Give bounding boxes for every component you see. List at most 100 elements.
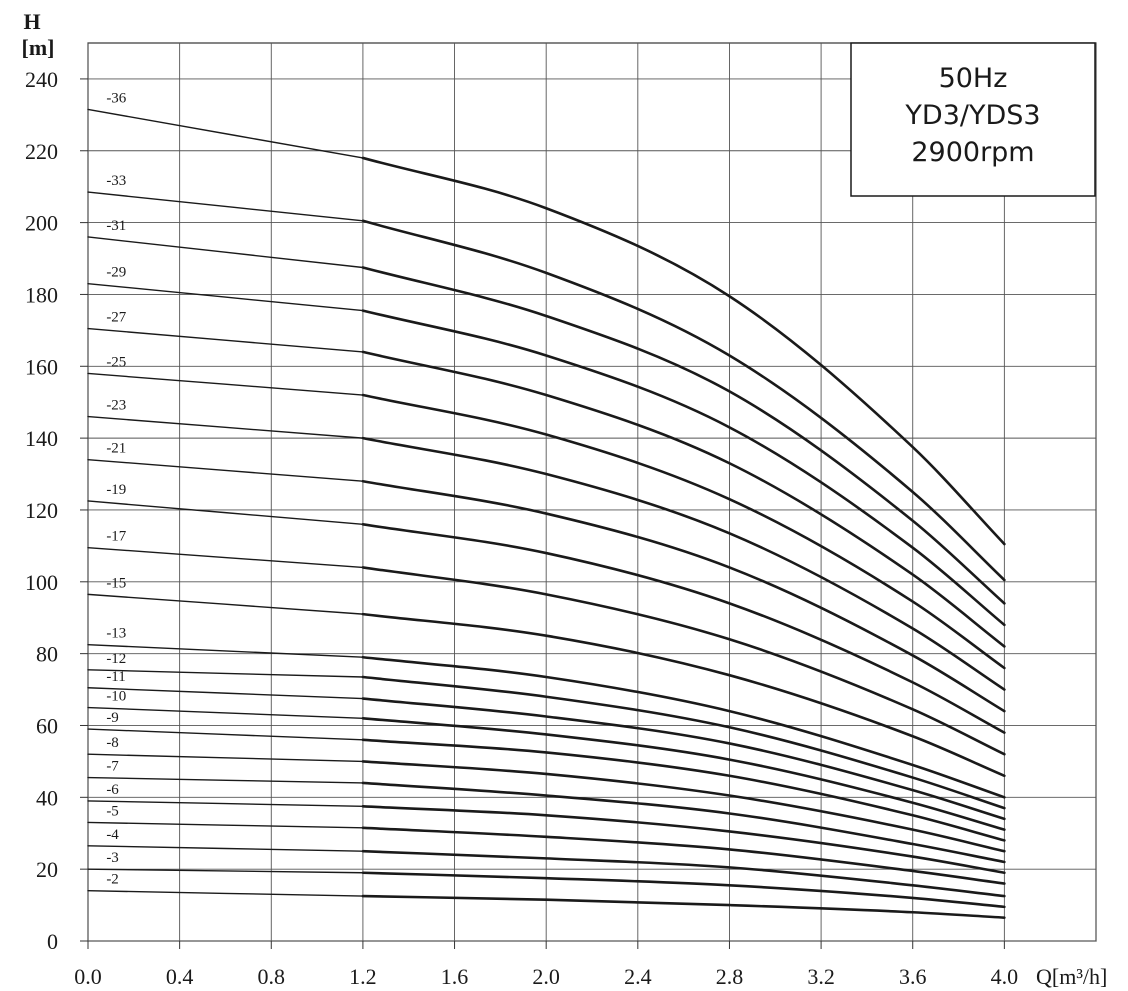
curve-label: -3 xyxy=(106,850,119,866)
x-tick-label: 0.0 xyxy=(74,964,102,989)
curve-label: -33 xyxy=(106,173,126,189)
y-tick-label: 20 xyxy=(36,857,58,882)
curve-line-stage-6 xyxy=(87,800,364,807)
x-tick-label: 1.2 xyxy=(349,964,377,989)
curve-line-stage-2 xyxy=(87,890,364,897)
curve-label: -6 xyxy=(106,782,119,798)
curve-label: -17 xyxy=(106,529,126,545)
curve-label: -2 xyxy=(106,872,119,888)
curve-line-stage-25 xyxy=(87,372,364,396)
curve-line-stage-6-operating xyxy=(361,805,1006,875)
curve-line-stage-3-operating xyxy=(361,871,1006,909)
curve-label: -7 xyxy=(106,759,119,775)
curve-line-stage-36-operating xyxy=(361,156,1006,546)
info-box: 50Hz YD3/YDS3 2900rpm xyxy=(850,42,1096,197)
curve-label: -11 xyxy=(106,669,125,685)
x-axis-ticks: 0.0 0.4 0.8 1.2 1.6 2.0 2.4 2.8 3.2 3.6 4.0 xyxy=(74,941,1018,989)
y-tick-label: 200 xyxy=(25,211,58,236)
curve-label: -29 xyxy=(106,265,126,281)
curve-line-stage-27 xyxy=(87,327,364,353)
curve-line-stage-23-operating xyxy=(361,436,1006,691)
curves xyxy=(87,108,1006,919)
info-box-frame xyxy=(850,42,1096,197)
y-tick-label: 160 xyxy=(25,354,58,379)
curve-line-stage-11-operating xyxy=(361,697,1006,821)
curve-line-stage-4-operating xyxy=(361,849,1006,898)
curve-line-stage-15-operating xyxy=(361,612,1006,778)
curve-line-stage-17-operating xyxy=(361,566,1006,756)
curve-line-stage-29-operating xyxy=(361,309,1006,627)
x-tick-label: 2.4 xyxy=(624,964,652,989)
curve-line-stage-5 xyxy=(87,821,364,829)
y-tick-label: 60 xyxy=(36,713,58,738)
curve-line-stage-8-operating xyxy=(361,760,1006,853)
x-axis-title: Q[m³/h] xyxy=(1036,964,1107,989)
y-tick-label: 140 xyxy=(25,426,58,451)
curve-line-stage-33 xyxy=(87,191,364,222)
curve-line-stage-12-operating xyxy=(361,675,1006,810)
curve-line-stage-21-operating xyxy=(361,479,1006,713)
curve-line-stage-27-operating xyxy=(361,350,1006,648)
curve-line-stage-3 xyxy=(87,868,364,874)
curve-line-stage-9-operating xyxy=(361,738,1006,842)
curve-label: -25 xyxy=(106,354,126,370)
curve-line-stage-9 xyxy=(87,728,364,741)
curve-line-stage-19 xyxy=(87,500,364,526)
curve-label: -15 xyxy=(106,575,126,591)
curve-line-stage-4 xyxy=(87,845,364,852)
x-tick-label: 2.8 xyxy=(716,964,744,989)
curve-label: -4 xyxy=(106,827,119,843)
curve-label: -13 xyxy=(106,626,126,642)
curve-line-stage-25-operating xyxy=(361,393,1006,670)
y-tick-label: 0 xyxy=(47,929,58,954)
curve-line-stage-17 xyxy=(87,546,364,569)
curve-label: -8 xyxy=(106,735,119,751)
curve-label: -23 xyxy=(106,398,126,414)
curve-line-stage-11 xyxy=(87,687,364,700)
curve-label: -36 xyxy=(106,90,126,106)
curve-line-stage-10-operating xyxy=(361,717,1006,831)
curve-line-stage-13-operating xyxy=(361,655,1006,799)
x-tick-label: 0.8 xyxy=(258,964,286,989)
curve-label: -21 xyxy=(106,441,126,457)
curve-line-stage-31 xyxy=(87,236,364,269)
curve-line-stage-19-operating xyxy=(361,523,1006,734)
x-tick-label: 2.0 xyxy=(532,964,560,989)
curve-line-stage-2-operating xyxy=(361,894,1006,919)
curve-line-stage-29 xyxy=(87,282,364,312)
curve-line-stage-7-operating xyxy=(361,781,1006,864)
x-tick-label: 1.6 xyxy=(441,964,469,989)
curve-line-stage-10 xyxy=(87,706,364,719)
curve-label: -31 xyxy=(106,218,126,234)
info-box-frequency: 50Hz xyxy=(939,63,1008,94)
curve-line-stage-13 xyxy=(87,643,364,658)
curve-line-stage-8 xyxy=(87,753,364,763)
info-box-model: YD3/YDS3 xyxy=(904,100,1040,131)
curve-label: -12 xyxy=(106,651,126,667)
curve-label: -19 xyxy=(106,482,126,498)
y-tick-label: 120 xyxy=(25,498,58,523)
curve-line-stage-36 xyxy=(87,108,364,159)
x-tick-label: 3.6 xyxy=(899,964,927,989)
curve-label: -10 xyxy=(106,689,126,705)
curve-label: -27 xyxy=(106,310,126,326)
curve-labels: -36 -33 -31 -29 -27 -25 -23 -21 -19 -17 -15 -13 -12 -… xyxy=(106,90,126,887)
curve-line-stage-5-operating xyxy=(361,826,1006,885)
info-box-speed: 2900rpm xyxy=(911,137,1034,168)
curve-line-stage-21 xyxy=(87,458,364,482)
x-tick-label: 4.0 xyxy=(991,964,1019,989)
curve-line-stage-23 xyxy=(87,415,364,439)
y-tick-label: 100 xyxy=(25,570,58,595)
curve-label: -5 xyxy=(106,803,119,819)
x-tick-label: 0.4 xyxy=(166,964,194,989)
curve-line-stage-7 xyxy=(87,776,364,784)
y-tick-label: 220 xyxy=(25,139,58,164)
y-axis-title-symbol: H xyxy=(23,9,40,34)
y-axis-ticks: 0 20 40 60 80 100 120 140 160 180 200 220 240 xyxy=(25,67,88,954)
x-tick-label: 3.2 xyxy=(807,964,835,989)
curve-label: -9 xyxy=(106,710,119,726)
y-tick-label: 80 xyxy=(36,642,58,667)
curve-line-stage-33-operating xyxy=(361,219,1006,582)
y-tick-label: 180 xyxy=(25,282,58,307)
